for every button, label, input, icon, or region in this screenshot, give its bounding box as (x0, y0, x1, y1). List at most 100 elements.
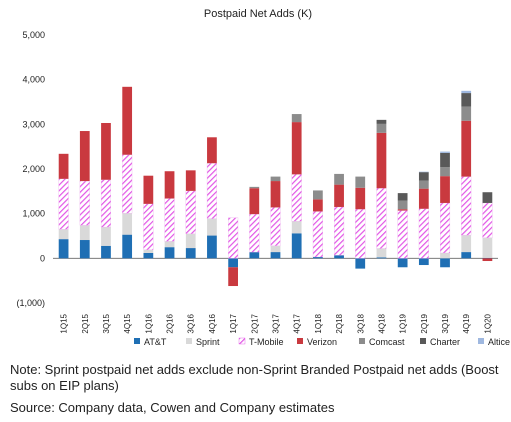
bar-segment (207, 218, 217, 236)
bar-segment (270, 181, 281, 208)
bar-segment (376, 248, 387, 258)
legend-swatch (478, 338, 484, 344)
legend-swatch (359, 338, 365, 344)
x-tick-label: 2Q17 (250, 313, 259, 333)
bar-segment (461, 176, 472, 236)
bar-segment (376, 188, 387, 249)
bar-segment (440, 151, 450, 153)
legend-swatch (186, 338, 192, 344)
bar-segment (79, 180, 90, 226)
x-tick-label: 4Q18 (377, 313, 386, 333)
legend-label: Sprint (196, 337, 220, 347)
x-tick-label: 4Q17 (293, 313, 302, 333)
bar-segment (228, 258, 238, 268)
x-tick-label: 2Q15 (81, 313, 90, 333)
bar-segment (482, 202, 493, 238)
x-axis: 1Q15 2Q15 3Q15 4Q15 1Q16 2Q16 3Q16 4Q16 1Q17 2Q17… (60, 313, 493, 333)
bar-segment (122, 154, 133, 214)
bar-segment (418, 188, 429, 209)
bar-segment (270, 207, 281, 246)
x-tick-label: 2Q16 (166, 313, 175, 333)
x-tick-label: 3Q18 (356, 313, 365, 333)
bar-segment (164, 171, 175, 199)
bar-segment (355, 187, 366, 210)
bar-segment (440, 252, 450, 259)
y-tick-label: 2,000 (22, 164, 45, 174)
bar-segment (461, 106, 472, 121)
bar-segment (461, 90, 472, 94)
x-tick-label: 2Q19 (420, 313, 429, 333)
bar-segment (397, 200, 408, 210)
x-tick-label: 3Q17 (272, 313, 281, 333)
bar-segment (291, 122, 302, 175)
bar-segment (376, 123, 387, 133)
bar-segment (207, 235, 217, 259)
legend-label: AT&T (144, 337, 167, 347)
y-tick-label: 0 (40, 253, 45, 263)
bar-segment (143, 175, 154, 204)
bar-segment (334, 206, 345, 256)
y-tick-label: (1,000) (16, 298, 45, 308)
bar-segment (143, 252, 154, 259)
legend-swatch (420, 338, 426, 344)
legend-swatch (238, 337, 246, 345)
bar-segment (355, 258, 366, 269)
bar-segment (291, 174, 302, 222)
y-tick-label: 4,000 (22, 75, 45, 85)
bar-segment (440, 258, 450, 268)
legend-label: Verizon (307, 337, 337, 347)
x-tick-label: 1Q16 (144, 313, 153, 333)
bar-segment (418, 180, 429, 189)
bar-segment (482, 258, 493, 262)
bar-segment (143, 203, 154, 250)
bar-segment (79, 225, 90, 241)
bar-segment (101, 245, 111, 259)
bar-segment (312, 211, 323, 258)
bar-segment (440, 167, 450, 177)
bar-segment (418, 258, 429, 266)
bar-segment (461, 252, 472, 259)
bar-segment (249, 188, 260, 215)
bar-segment (291, 114, 302, 123)
x-tick-label: 4Q19 (462, 313, 471, 333)
bar-segment (418, 171, 429, 173)
footnote: Note: Sprint postpaid net adds exclude n… (10, 362, 499, 393)
bar-segment (185, 190, 196, 234)
bar-segment (376, 119, 387, 124)
bar-segment (79, 131, 90, 182)
x-tick-label: 1Q17 (229, 313, 238, 333)
bar-group (58, 86, 493, 287)
bar-segment (206, 163, 217, 219)
bar-segment (376, 257, 387, 259)
bar-segment (397, 210, 408, 259)
bar-segment (143, 249, 154, 253)
legend-label: Charter (430, 337, 460, 347)
bar-segment (228, 217, 239, 259)
bar-segment (482, 257, 493, 259)
bar-segment (207, 137, 217, 164)
legend-swatch (134, 338, 140, 344)
y-tick-label: 3,000 (22, 119, 45, 129)
x-tick-label: 3Q16 (187, 313, 196, 333)
x-tick-label: 3Q15 (102, 313, 111, 333)
legend-label: Altice (488, 337, 510, 347)
bar-segment (249, 213, 260, 253)
source-note: Source: Company data, Cowen and Company … (10, 400, 335, 415)
bar-segment (397, 193, 408, 201)
bar-segment (334, 184, 344, 207)
bar-segment (461, 235, 472, 253)
bar-segment (270, 252, 281, 259)
bar-segment (291, 221, 302, 234)
x-tick-label: 1Q15 (60, 313, 69, 333)
bar-segment (439, 202, 451, 254)
x-tick-label: 3Q19 (441, 313, 450, 333)
notes-block: Note: Sprint postpaid net adds exclude n… (10, 362, 505, 416)
bar-segment (440, 152, 450, 168)
x-tick-label: 2Q18 (335, 313, 344, 333)
bar-segment (291, 233, 302, 259)
bar-segment (249, 186, 260, 189)
bar-segment (270, 176, 281, 182)
bar-segment (397, 258, 408, 268)
bar-segment (482, 237, 493, 258)
